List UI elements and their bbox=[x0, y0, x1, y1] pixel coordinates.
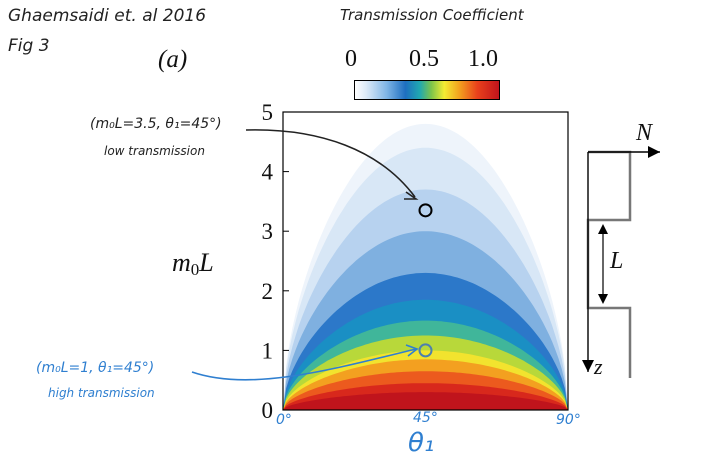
y-tick-label: 4 bbox=[262, 160, 274, 185]
high-transmission-marker bbox=[418, 343, 433, 358]
colorbar-tick-1: 1.0 bbox=[468, 46, 498, 72]
contour-band bbox=[283, 392, 568, 410]
heatmap-contours bbox=[283, 123, 568, 411]
l-dimension-bottom-arrow bbox=[598, 294, 608, 304]
high-point-label: (m₀L=1, θ₁=45°) bbox=[36, 360, 155, 376]
high-point-arrow bbox=[191, 348, 417, 381]
y-tick-label: 3 bbox=[262, 219, 274, 244]
low-point-label: (m₀L=3.5, θ₁=45°) bbox=[90, 116, 222, 132]
x-axis-label: θ₁ bbox=[408, 428, 435, 458]
high-point-caption: high transmission bbox=[48, 386, 155, 400]
l-dimension-top-arrow bbox=[598, 224, 608, 234]
panel-label: (a) bbox=[158, 46, 188, 73]
y-tick-label: 2 bbox=[262, 279, 274, 304]
y-ticks: 0 1 2 3 4 5 bbox=[262, 100, 289, 423]
schematic-n-label: N bbox=[636, 120, 653, 146]
schematic-l-label: L bbox=[610, 248, 624, 274]
x-tick-0: 0° bbox=[276, 412, 292, 428]
low-point-arrow bbox=[245, 129, 416, 198]
x-tick-90: 90° bbox=[556, 412, 581, 428]
colorbar bbox=[354, 80, 500, 100]
colorbar-tick-0: 0 bbox=[345, 46, 357, 72]
y-axis-label-l: L bbox=[199, 248, 214, 277]
low-transmission-marker bbox=[418, 203, 433, 218]
z-axis-arrowhead bbox=[582, 360, 594, 372]
y-axis-label: m0L bbox=[172, 248, 214, 280]
stratification-profile bbox=[586, 150, 632, 378]
marked-points bbox=[418, 203, 433, 358]
y-tick-label: 1 bbox=[262, 338, 274, 363]
y-axis-label-m: m bbox=[172, 248, 191, 277]
colorbar-tick-05: 0.5 bbox=[409, 46, 439, 72]
colorbar-title: Transmission Coefficient bbox=[340, 6, 524, 24]
y-tick-label: 5 bbox=[262, 100, 274, 125]
y-axis-label-sub: 0 bbox=[190, 260, 200, 279]
x-tick-45: 45° bbox=[413, 410, 438, 426]
figure-note: Fig 3 bbox=[8, 36, 50, 56]
schematic-z-label: z bbox=[594, 354, 603, 379]
source-note: Ghaemsaidi et. al 2016 bbox=[8, 6, 207, 26]
low-point-arrowhead bbox=[404, 191, 419, 200]
plot-frame bbox=[282, 111, 569, 411]
y-tick-label: 0 bbox=[262, 398, 274, 423]
n-axis-arrowhead bbox=[648, 146, 660, 158]
high-point-arrowhead bbox=[405, 344, 419, 357]
low-point-caption: low transmission bbox=[104, 144, 205, 158]
